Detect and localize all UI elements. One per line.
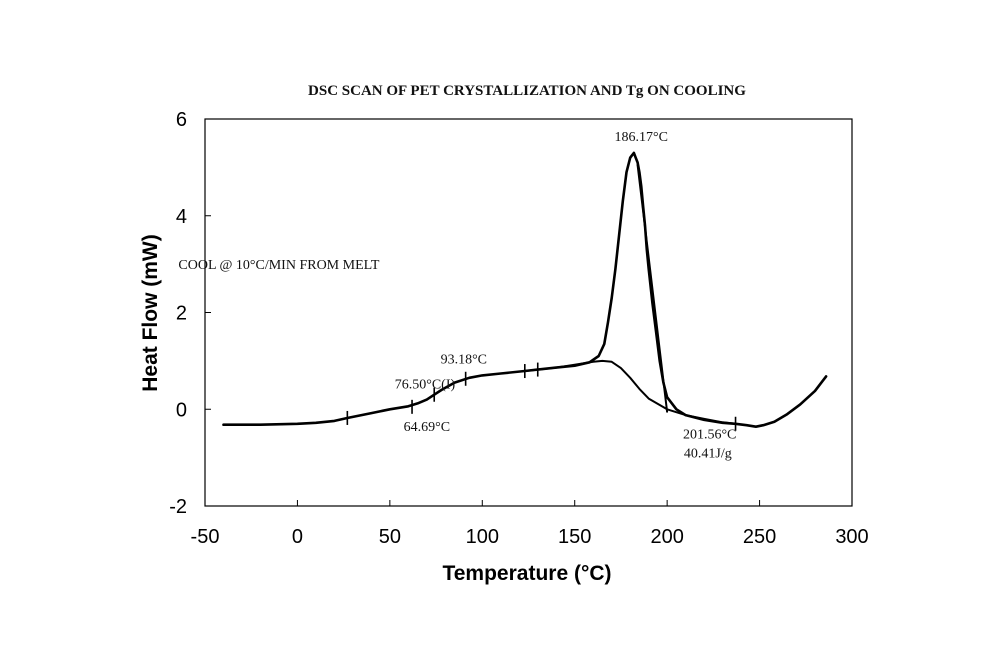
- x-tick-label: -50: [191, 526, 220, 548]
- annotation-label: 201.56°C: [683, 427, 736, 442]
- annotations-layer: 186.17°C 93.18°C 76.50°C(I) 64.69°C 201.56°C…: [178, 130, 736, 462]
- x-tick-label: 50: [379, 526, 401, 548]
- x-axis-ticks: -50 0 50 100 150 200 250 300: [191, 500, 869, 548]
- x-tick-label: 200: [650, 526, 683, 548]
- annotation-label: 93.18°C: [441, 352, 487, 367]
- series-line-3: [636, 164, 669, 413]
- annotation-label: 186.17°C: [615, 130, 668, 145]
- x-tick-label: 250: [743, 526, 776, 548]
- y-axis-ticks: -2 0 2 4 6: [169, 109, 211, 518]
- y-tick-label: 4: [176, 206, 187, 228]
- x-axis-label: Temperature (°C): [442, 562, 611, 585]
- x-tick-label: 150: [558, 526, 591, 548]
- y-tick-label: -2: [169, 496, 187, 518]
- series-line-2: [523, 359, 737, 425]
- series-layer: [222, 151, 828, 429]
- annotation-label: 64.69°C: [404, 420, 450, 435]
- y-tick-label: 6: [176, 109, 187, 131]
- y-axis-label: Heat Flow (mW): [139, 234, 162, 392]
- annotation-label: COOL @ 10°C/MIN FROM MELT: [178, 258, 379, 273]
- x-tick-label: 300: [835, 526, 868, 548]
- y-tick-label: 0: [176, 399, 187, 421]
- x-tick-label: 0: [292, 526, 303, 548]
- tick-marks-layer: [346, 362, 737, 431]
- chart-title: DSC SCAN OF PET CRYSTALLIZATION AND Tg O…: [308, 83, 746, 99]
- annotation-label: 76.50°C(I): [395, 377, 456, 392]
- annotation-label: 40.41J/g: [684, 447, 732, 462]
- y-tick-label: 2: [176, 303, 187, 325]
- x-tick-label: 100: [466, 526, 499, 548]
- plot-area: [204, 118, 853, 507]
- series-line-1: [222, 151, 828, 429]
